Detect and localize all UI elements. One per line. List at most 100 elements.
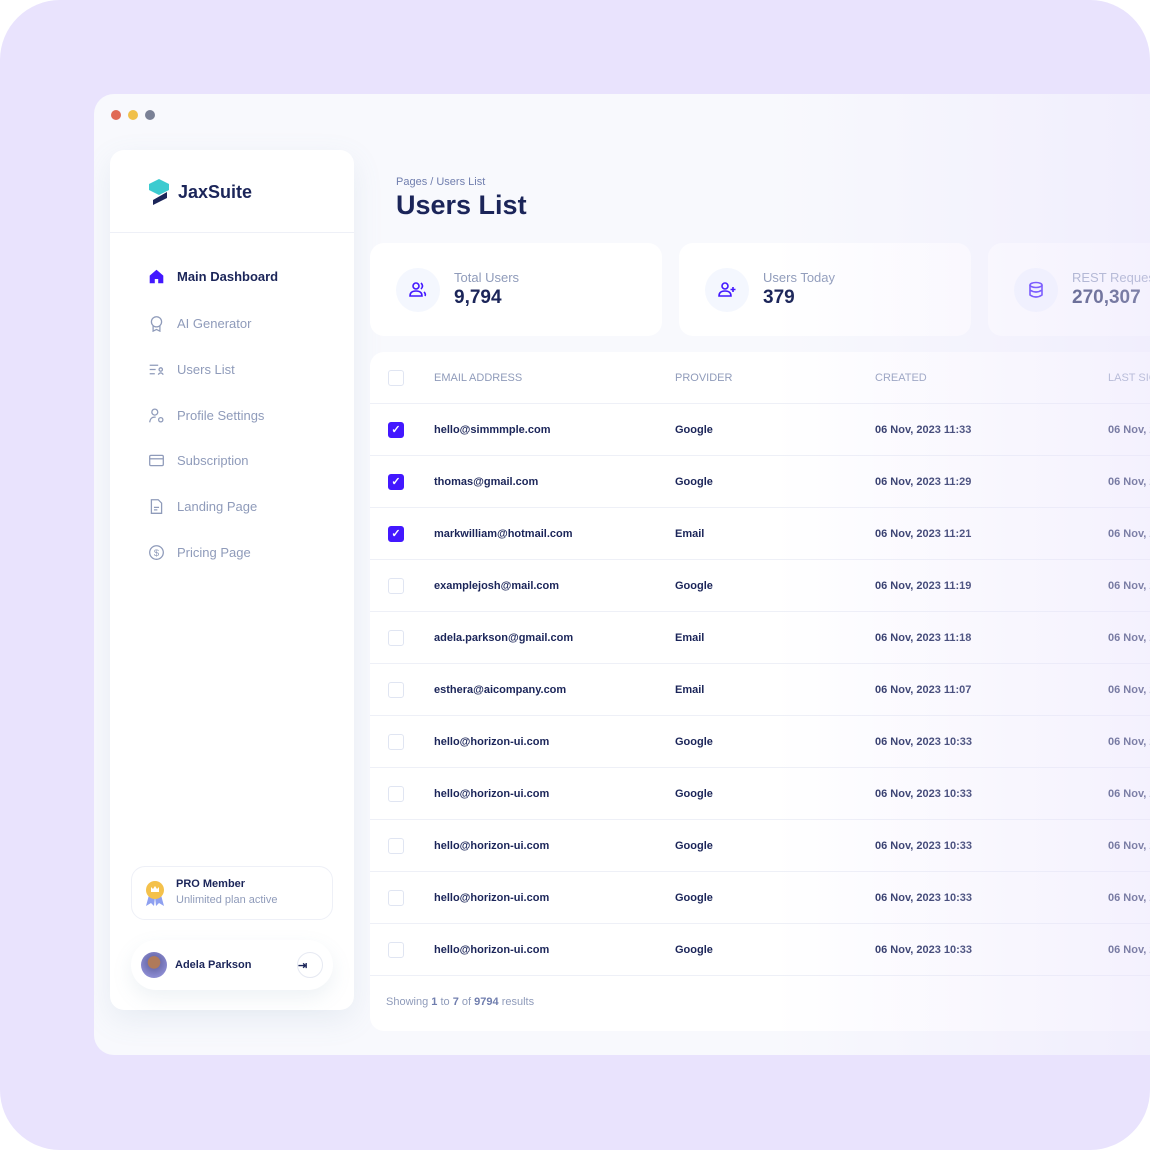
pro-subtitle: Unlimited plan active bbox=[176, 894, 278, 906]
email-cell: hello@horizon-ui.com bbox=[434, 891, 550, 904]
sidebar-item-landing-page[interactable]: Landing Page bbox=[148, 498, 257, 515]
logout-button[interactable]: ⇥ bbox=[297, 952, 323, 978]
row-checkbox[interactable] bbox=[388, 837, 404, 854]
sidebar-item-label: Pricing Page bbox=[177, 545, 251, 560]
sidebar-item-main-dashboard[interactable]: Main Dashboard bbox=[148, 268, 278, 285]
provider-cell: Google bbox=[675, 943, 713, 956]
page-title: Users List bbox=[396, 190, 527, 220]
select-all-checkbox[interactable] bbox=[388, 369, 404, 386]
last-sign-in-cell: 06 Nov, 2023 11:33 bbox=[1108, 423, 1150, 436]
created-cell: 06 Nov, 2023 10:33 bbox=[875, 735, 973, 748]
stat-icon-badge bbox=[396, 267, 440, 312]
sidebar-item-users-list[interactable]: Users List bbox=[148, 361, 235, 378]
last-sign-in-cell: 06 Nov, 2023 10:33 bbox=[1108, 787, 1150, 800]
row-checkbox[interactable] bbox=[388, 785, 404, 802]
table-row[interactable]: hello@horizon-ui.com Google 06 Nov, 2023… bbox=[370, 716, 1150, 768]
column-email[interactable]: EMAIL ADDRESS bbox=[434, 371, 523, 384]
stat-value: 270,307 bbox=[1072, 287, 1141, 308]
logout-icon: ⇥ bbox=[298, 959, 308, 972]
column-provider[interactable]: PROVIDER bbox=[675, 371, 733, 384]
maximize-window-dot[interactable] bbox=[145, 110, 155, 120]
row-checkbox[interactable] bbox=[388, 629, 404, 646]
table-row[interactable]: ✓ thomas@gmail.com Google 06 Nov, 2023 1… bbox=[370, 456, 1150, 508]
last-sign-in-cell: 06 Nov, 2023 10:33 bbox=[1108, 891, 1150, 904]
summary-of-word: of bbox=[461, 996, 472, 1008]
created-cell: 06 Nov, 2023 10:33 bbox=[875, 943, 973, 956]
sidebar-item-pricing-page[interactable]: $ Pricing Page bbox=[148, 544, 251, 561]
brand-logo[interactable]: JaxSuite bbox=[148, 178, 252, 206]
row-checkbox[interactable]: ✓ bbox=[388, 473, 404, 490]
row-checkbox[interactable] bbox=[388, 577, 404, 594]
provider-cell: Google bbox=[675, 579, 713, 592]
jaxsuite-logo-icon bbox=[149, 179, 169, 205]
divider bbox=[110, 232, 354, 233]
sidebar: JaxSuite Main Dashboard AI Generator Users… bbox=[110, 150, 354, 1010]
stat-value: 9,794 bbox=[454, 287, 502, 308]
home-icon bbox=[149, 269, 164, 284]
row-checkbox[interactable] bbox=[388, 681, 404, 698]
row-checkbox[interactable] bbox=[388, 941, 404, 958]
email-cell: hello@simmmple.com bbox=[434, 423, 551, 436]
sidebar-item-label: Subscription bbox=[177, 453, 249, 468]
email-cell: esthera@aicompany.com bbox=[434, 683, 567, 696]
column-last-sign-in[interactable]: LAST SIGN IN bbox=[1108, 371, 1150, 384]
row-checkbox[interactable] bbox=[388, 889, 404, 906]
last-sign-in-cell: 06 Nov, 2023 10:33 bbox=[1108, 943, 1150, 956]
table-row[interactable]: hello@horizon-ui.com Google 06 Nov, 2023… bbox=[370, 820, 1150, 872]
row-checkbox[interactable] bbox=[388, 733, 404, 750]
list-user-icon bbox=[149, 364, 164, 376]
close-window-dot[interactable] bbox=[111, 110, 121, 120]
stat-label: Total Users bbox=[454, 270, 520, 285]
sidebar-item-profile-settings[interactable]: Profile Settings bbox=[148, 407, 264, 424]
created-cell: 06 Nov, 2023 10:33 bbox=[875, 839, 973, 852]
row-checkbox[interactable]: ✓ bbox=[388, 525, 404, 542]
minimize-window-dot[interactable] bbox=[128, 110, 138, 120]
sidebar-item-subscription[interactable]: Subscription bbox=[148, 452, 249, 469]
created-cell: 06 Nov, 2023 11:18 bbox=[875, 631, 972, 644]
table-row[interactable]: examplejosh@mail.com Google 06 Nov, 2023… bbox=[370, 560, 1150, 612]
pagination-summary: Showing 1 to 7 of 9794 results bbox=[386, 996, 534, 1008]
last-sign-in-cell: 06 Nov, 2023 11:29 bbox=[1108, 475, 1150, 488]
table-row[interactable]: esthera@aicompany.com Email 06 Nov, 2023… bbox=[370, 664, 1150, 716]
provider-cell: Google bbox=[675, 787, 713, 800]
sidebar-item-label: Landing Page bbox=[177, 499, 258, 514]
table-row[interactable]: hello@horizon-ui.com Google 06 Nov, 2023… bbox=[370, 768, 1150, 820]
created-cell: 06 Nov, 2023 11:19 bbox=[875, 579, 972, 592]
summary-to: 7 bbox=[452, 996, 459, 1008]
summary-to-word: to bbox=[440, 996, 450, 1008]
table-row[interactable]: hello@horizon-ui.com Google 06 Nov, 2023… bbox=[370, 924, 1150, 976]
provider-cell: Google bbox=[675, 735, 713, 748]
created-cell: 06 Nov, 2023 11:33 bbox=[875, 423, 972, 436]
table-row[interactable]: ✓ hello@simmmple.com Google 06 Nov, 2023… bbox=[370, 404, 1150, 456]
table-row[interactable]: adela.parkson@gmail.com Email 06 Nov, 20… bbox=[370, 612, 1150, 664]
svg-text:$: $ bbox=[154, 548, 160, 558]
email-cell: hello@horizon-ui.com bbox=[434, 735, 550, 748]
table-row[interactable]: hello@horizon-ui.com Google 06 Nov, 2023… bbox=[370, 872, 1150, 924]
pro-member-card: PRO Member Unlimited plan active bbox=[131, 866, 333, 920]
provider-cell: Google bbox=[675, 891, 713, 904]
last-sign-in-cell: 06 Nov, 2023 11:21 bbox=[1108, 527, 1150, 540]
provider-cell: Email bbox=[675, 683, 705, 696]
last-sign-in-cell: 06 Nov, 2023 11:18 bbox=[1108, 631, 1150, 644]
table-row[interactable]: ✓ markwilliam@hotmail.com Email 06 Nov, … bbox=[370, 508, 1150, 560]
summary-from: 1 bbox=[431, 996, 438, 1008]
user-name: Adela Parkson bbox=[175, 959, 252, 971]
last-sign-in-cell: 06 Nov, 2023 10:33 bbox=[1108, 735, 1150, 748]
stat-card-users-today: Users Today 379 bbox=[679, 243, 971, 336]
users-icon bbox=[409, 281, 427, 297]
email-cell: thomas@gmail.com bbox=[434, 475, 539, 488]
created-cell: 06 Nov, 2023 11:21 bbox=[875, 527, 972, 540]
created-cell: 06 Nov, 2023 11:07 bbox=[875, 683, 972, 696]
user-profile[interactable]: Adela Parkson ⇥ bbox=[131, 940, 333, 990]
sidebar-item-ai-generator[interactable]: AI Generator bbox=[148, 315, 251, 332]
users-table: EMAIL ADDRESS PROVIDER CREATED LAST SIGN… bbox=[370, 352, 1150, 1031]
credit-card-icon bbox=[149, 454, 164, 467]
created-cell: 06 Nov, 2023 10:33 bbox=[875, 891, 973, 904]
stat-value: 379 bbox=[763, 287, 795, 308]
summary-suffix: results bbox=[501, 996, 535, 1008]
column-created[interactable]: CREATED bbox=[875, 371, 927, 384]
email-cell: markwilliam@hotmail.com bbox=[434, 527, 573, 540]
table-header: EMAIL ADDRESS PROVIDER CREATED LAST SIGN… bbox=[370, 352, 1150, 404]
last-sign-in-cell: 06 Nov, 2023 10:33 bbox=[1108, 839, 1150, 852]
row-checkbox[interactable]: ✓ bbox=[388, 421, 404, 438]
